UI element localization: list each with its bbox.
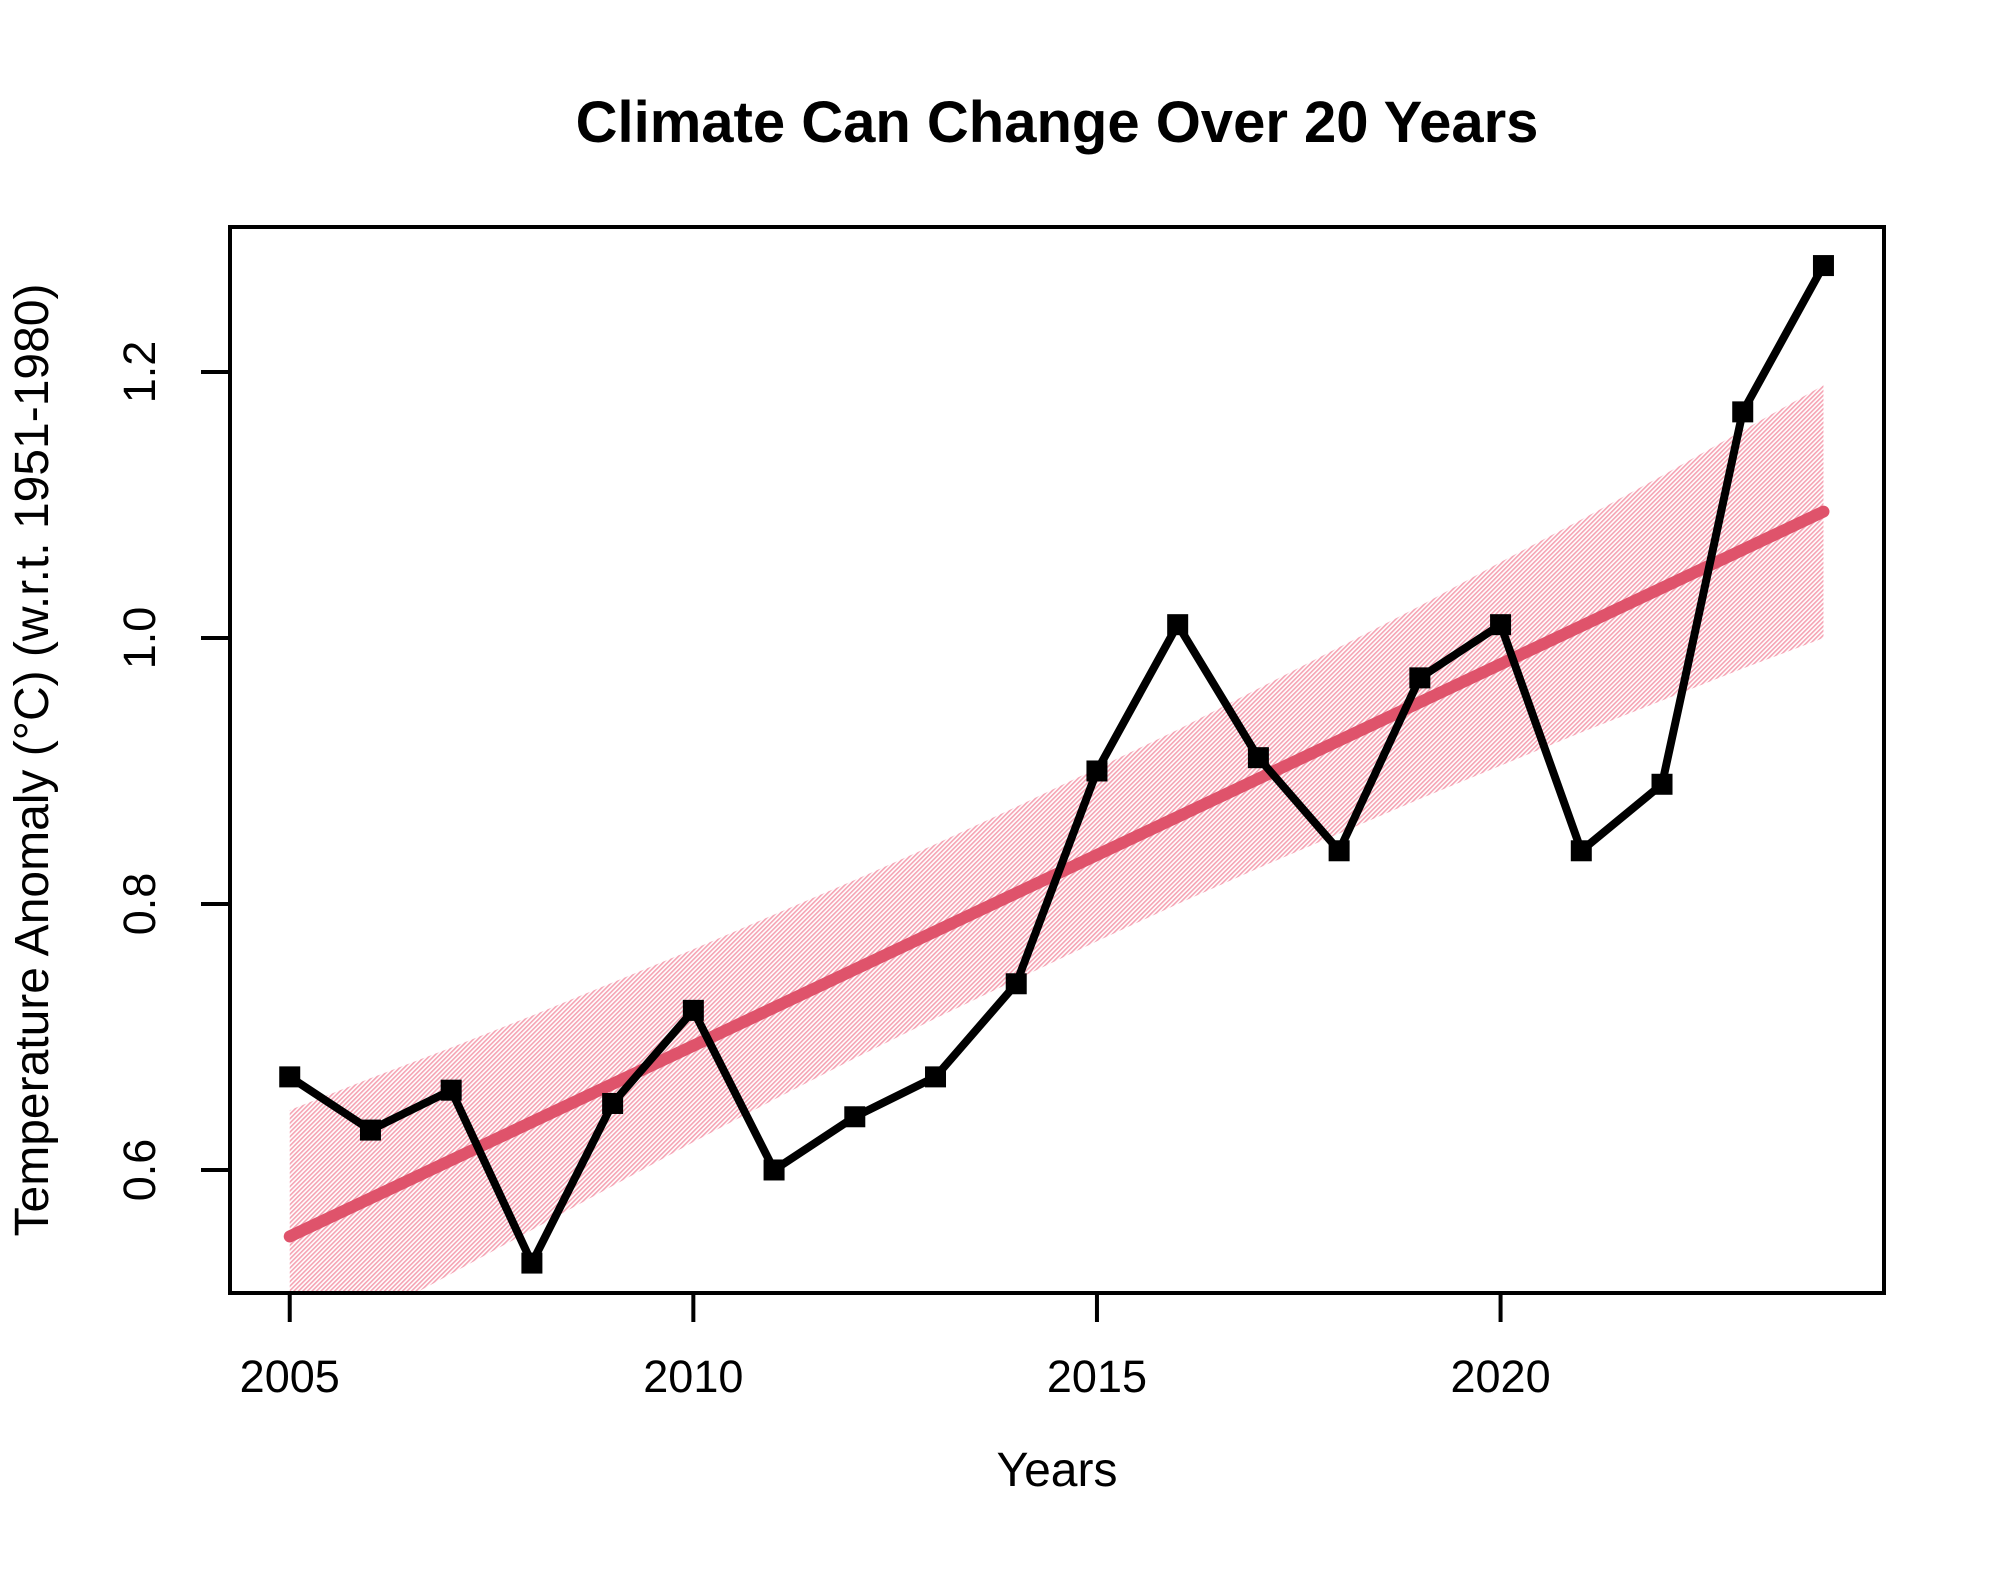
x-tick-label: 2005: [240, 1351, 340, 1402]
x-tick-label: 2020: [1451, 1351, 1551, 1402]
data-point-marker: [1005, 973, 1027, 995]
y-tick-label: 0.8: [114, 873, 165, 936]
data-point-marker: [359, 1119, 381, 1141]
confidence-band-polygon: [289, 385, 1824, 1293]
data-point-marker: [844, 1106, 866, 1128]
data-point-marker: [682, 999, 704, 1021]
data-point-marker: [279, 1066, 301, 1088]
data-point-marker: [1651, 773, 1673, 795]
x-axis: 2005 2010 2015 2020: [240, 1293, 1551, 1402]
y-axis: 0.6 0.8 1.0 1.2: [114, 341, 230, 1202]
data-point-marker: [1247, 747, 1269, 769]
plot-border: [228, 225, 1886, 1295]
data-point-marker: [602, 1092, 624, 1114]
data-point-marker: [521, 1252, 543, 1274]
anomaly-series: [279, 255, 1834, 1274]
anomaly-line-path: [285, 261, 1828, 1268]
y-tick-label: 1.2: [114, 341, 165, 404]
x-tick-label: 2015: [1047, 1351, 1147, 1402]
x-tick-label: 2010: [643, 1351, 743, 1402]
confidence-band: [289, 385, 1824, 1293]
data-point-marker: [1086, 760, 1108, 782]
data-point-marker: [763, 1159, 785, 1181]
data-point-marker: [1490, 614, 1512, 636]
chart-title: Climate Can Change Over 20 Years: [576, 90, 1539, 155]
y-tick-label: 1.0: [114, 607, 165, 670]
x-axis-label: Years: [997, 1444, 1118, 1497]
data-point-marker: [1167, 614, 1189, 636]
y-tick-label: 0.6: [114, 1139, 165, 1202]
data-point-marker: [1409, 667, 1431, 689]
data-point-marker: [925, 1066, 947, 1088]
data-point-marker: [440, 1079, 462, 1101]
data-point-marker: [1732, 401, 1754, 423]
data-point-marker: [1812, 255, 1834, 277]
data-point-marker: [1328, 840, 1350, 862]
data-point-marker: [1570, 840, 1592, 862]
y-axis-label: Temperature Anomaly (°C) (w.r.t. 1951-19…: [6, 284, 59, 1237]
